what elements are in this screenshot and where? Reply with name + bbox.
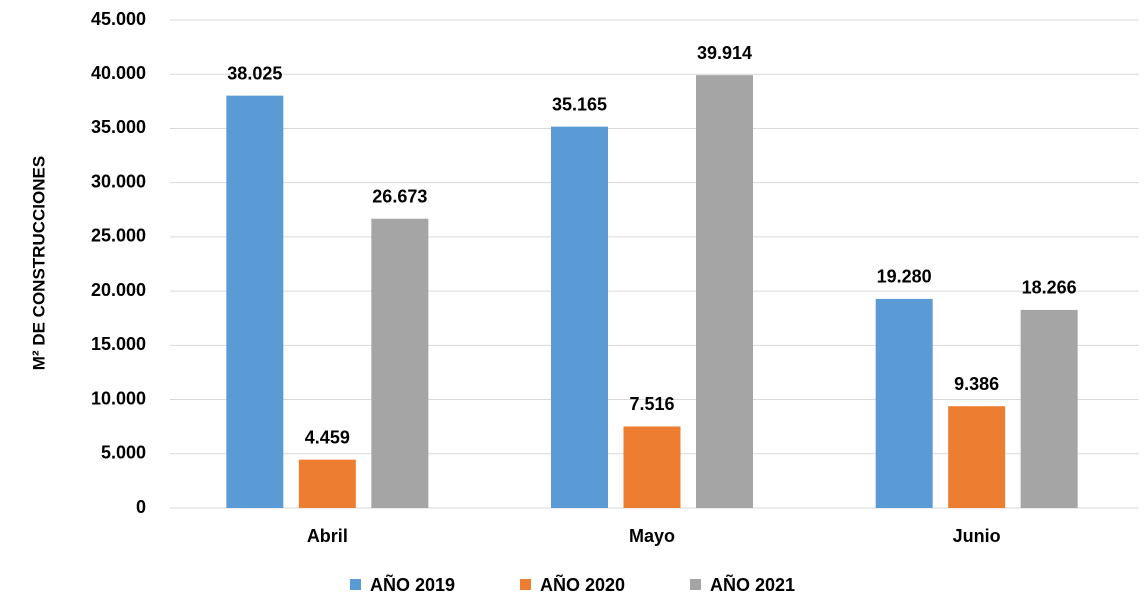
bar bbox=[551, 126, 608, 508]
data-label: 7.516 bbox=[629, 394, 674, 414]
y-axis-label: M² DE CONSTRUCCIONES bbox=[29, 156, 48, 370]
legend-swatch bbox=[520, 579, 531, 590]
y-tick-label: 35.000 bbox=[91, 117, 146, 137]
x-tick-label: Mayo bbox=[629, 526, 675, 546]
data-label: 26.673 bbox=[372, 186, 427, 206]
y-tick-label: 20.000 bbox=[91, 280, 146, 300]
data-label: 18.266 bbox=[1022, 278, 1077, 298]
data-label: 9.386 bbox=[954, 374, 999, 394]
legend-swatch bbox=[690, 579, 701, 590]
legend-label: AÑO 2021 bbox=[710, 574, 795, 595]
data-label: 39.914 bbox=[697, 43, 752, 63]
y-tick-label: 45.000 bbox=[91, 9, 146, 29]
bar bbox=[1020, 309, 1078, 508]
y-tick-label: 30.000 bbox=[91, 171, 146, 191]
y-tick-label: 25.000 bbox=[91, 226, 146, 246]
bar bbox=[696, 75, 753, 508]
legend-label: AÑO 2019 bbox=[370, 574, 455, 595]
bar bbox=[623, 426, 681, 508]
bar bbox=[875, 298, 933, 508]
legend-label: AÑO 2020 bbox=[540, 574, 625, 595]
y-tick-label: 5.000 bbox=[101, 443, 146, 463]
data-label: 19.280 bbox=[877, 267, 932, 287]
y-tick-label: 15.000 bbox=[91, 334, 146, 354]
bar bbox=[298, 459, 356, 508]
y-tick-label: 10.000 bbox=[91, 388, 146, 408]
data-label: 35.165 bbox=[552, 94, 607, 114]
data-label: 38.025 bbox=[227, 63, 282, 83]
legend-swatch bbox=[350, 579, 361, 590]
x-tick-label: Junio bbox=[953, 526, 1001, 546]
bar bbox=[226, 95, 284, 508]
bar bbox=[948, 406, 1006, 508]
y-tick-label: 40.000 bbox=[91, 63, 146, 83]
x-tick-label: Abril bbox=[307, 526, 348, 546]
data-label: 4.459 bbox=[305, 427, 350, 447]
bar bbox=[371, 218, 429, 508]
y-tick-label: 0 bbox=[136, 497, 146, 517]
